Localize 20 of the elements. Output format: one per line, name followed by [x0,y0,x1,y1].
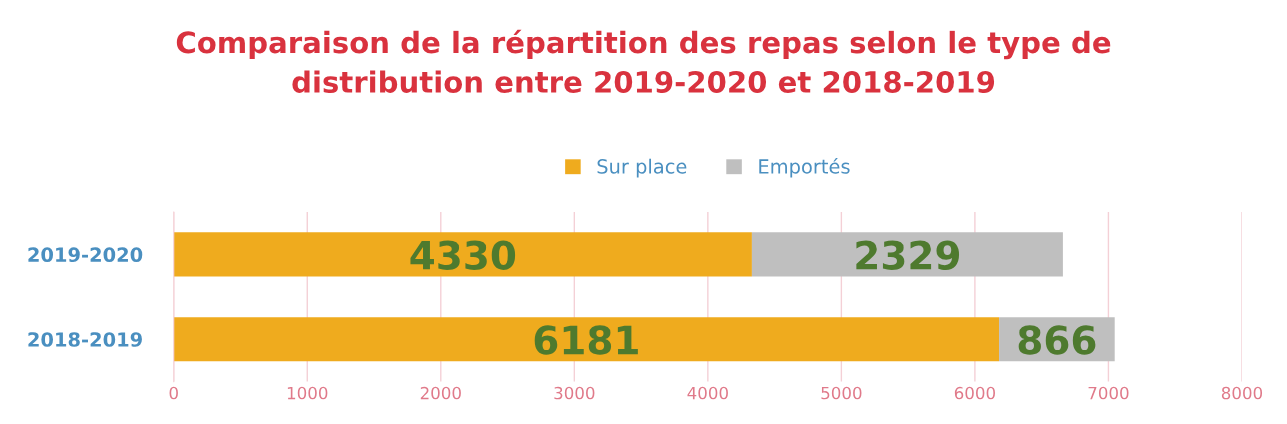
data-label: 6181 [534,325,638,355]
x-tick-label: 1000 [287,386,328,400]
x-tick-label: 8000 [1221,386,1263,400]
data-label: 4330 [410,240,516,270]
x-tick-label: 5000 [821,386,862,400]
x-tick-label: 7000 [1088,386,1129,400]
legend-label: Emportés [759,157,850,178]
chart-title: Comparaison de la répartition des repas selon le type de distribution entre 2019-2020 et 2018-2019 [176,29,1111,93]
y-tick-label: 2019-2020 [28,247,143,263]
legend-label: Sur place [597,158,687,178]
x-tick-label: 0 [169,386,178,400]
data-label: 866 [1018,325,1096,355]
x-tick-label: 3000 [554,386,595,400]
bar [173,317,1000,362]
data-label: 2329 [856,240,960,270]
y-tick-label: 2018-2019 [28,332,142,347]
bar [173,232,752,277]
x-tick-label: 6000 [954,386,995,400]
x-tick-label: 4000 [687,386,728,400]
x-tick-label: 2000 [420,386,461,400]
